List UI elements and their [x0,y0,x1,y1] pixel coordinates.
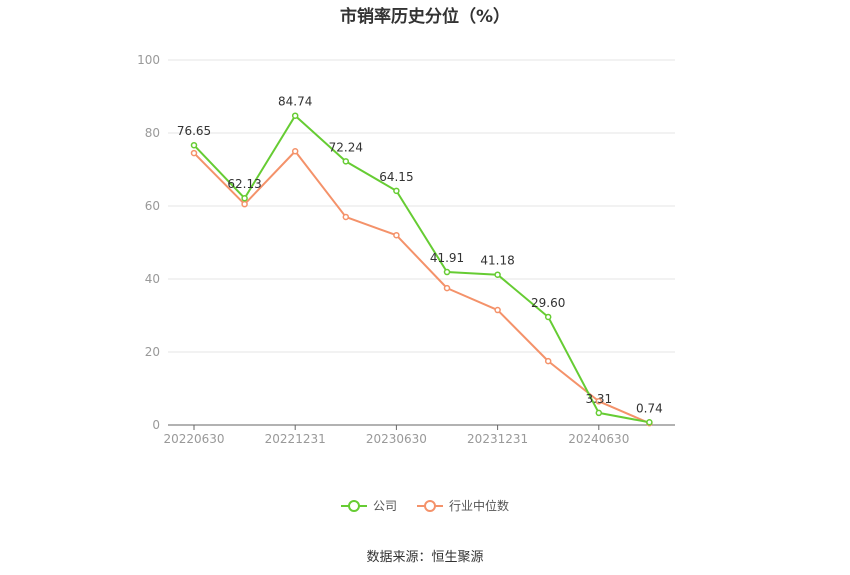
data-point [342,213,350,221]
data-point [646,419,653,426]
y-tick-label: 80 [145,126,160,140]
data-label: 84.74 [278,95,312,109]
legend-label-company: 公司 [372,499,397,513]
y-tick-label: 40 [145,272,160,286]
data-point [544,313,552,321]
legend-marker-company [340,499,367,512]
data-point [190,141,198,149]
x-tick-label: 20220630 [163,432,224,446]
data-point [241,200,248,208]
legend: 公司 行业中位数 [0,497,850,514]
x-tick-label: 20221231 [265,432,326,446]
data-point [342,158,350,165]
x-tick-label: 20231231 [467,432,528,446]
data-point [291,112,299,119]
y-tick-label: 20 [145,345,160,359]
series-line-industry-median [193,150,650,425]
data-label: 0.74 [636,401,663,415]
data-label: 64.15 [379,170,413,184]
x-tick-label: 20230630 [366,432,427,446]
legend-item-company[interactable]: 公司 [340,497,397,514]
data-point [241,194,248,202]
data-label: 41.18 [480,254,514,268]
legend-label-industry-median: 行业中位数 [449,499,510,513]
y-tick-label: 100 [137,53,160,67]
data-point [190,149,198,157]
data-point [393,187,400,195]
data-point [595,409,603,417]
data-label: 72.24 [329,140,363,154]
data-point [494,306,501,314]
data-label: 41.91 [430,251,464,265]
data-label: 3.31 [585,392,612,406]
data-labels: 76.65 62.13 84.74 72.24 64.15 41.91 41.18 29.60… [177,95,663,416]
legend-marker-industry-median [417,499,443,512]
legend-item-industry-median[interactable]: 行业中位数 [417,497,509,514]
data-point [595,398,603,405]
series-lines [190,112,653,427]
data-point [393,231,400,239]
data-label: 29.60 [531,296,565,310]
data-point [291,148,299,155]
x-tick-label: 20240630 [568,432,629,446]
data-point [544,357,552,365]
data-point [443,268,451,276]
y-tick-label: 0 [152,418,160,432]
series-line-company [193,114,650,424]
y-tick-label: 60 [145,199,160,213]
chart-title: 市销率历史分位（%） [339,7,511,27]
data-label: 76.65 [177,124,211,138]
axes: 0 20 40 60 80 100 20220630 20221231 20230630 2023… [137,53,675,446]
data-point [494,271,501,278]
grid-lines [168,59,675,353]
data-point [443,284,451,292]
source-note: 数据来源：恒生聚源 [366,550,484,565]
data-label: 62.13 [227,177,261,191]
